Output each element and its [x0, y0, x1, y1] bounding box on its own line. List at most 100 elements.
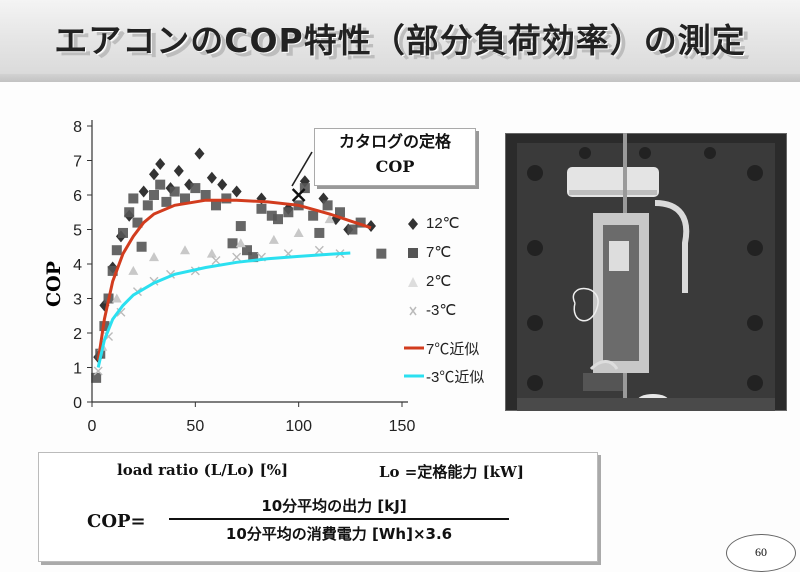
data-point-cross [93, 366, 103, 376]
y-tick-label: 5 [73, 223, 82, 240]
series-7℃ [91, 179, 387, 383]
data-point-square [256, 203, 267, 214]
y-tick-label: 8 [73, 119, 82, 136]
red-line-icon [404, 346, 424, 350]
data-point-diamond [155, 157, 166, 170]
data-point-square [355, 217, 366, 228]
formula-box: load ratio (L/Lo) [%] Lo =定格能力 [kW] COP=… [38, 452, 598, 562]
data-point-square [91, 372, 102, 383]
data-point-cross [211, 256, 221, 266]
y-axis-label: COP [43, 261, 65, 307]
data-point-square [128, 193, 139, 204]
data-point-diamond [149, 168, 159, 181]
y-tick-label: 6 [73, 188, 82, 205]
data-point-square [149, 190, 159, 200]
data-point-square [142, 200, 153, 211]
y-tick-label: 1 [73, 361, 82, 378]
data-point-square [169, 186, 180, 197]
formula-denominator: 10分平均の消費電力 [Wh]×3.6 [225, 525, 453, 543]
legend-label: 7℃近似 [426, 341, 480, 358]
series-2℃ [97, 214, 335, 351]
data-point-square [107, 265, 118, 276]
data-point-square [248, 252, 259, 263]
data-point-square [180, 193, 190, 204]
data-point-square [266, 210, 277, 221]
y-tick-label: 2 [73, 326, 82, 343]
axes [87, 120, 408, 407]
data-point-diamond [231, 185, 242, 198]
series-line--3℃近似 [96, 251, 351, 368]
data-point-diamond [206, 171, 217, 184]
data-point-square [322, 200, 333, 211]
legend-label: 12℃ [426, 215, 460, 232]
data-point-square [235, 221, 246, 232]
data-point-square [335, 207, 345, 218]
data-point-triangle [180, 245, 190, 255]
data-point-diamond [194, 147, 205, 160]
x-tick-label: 150 [389, 418, 416, 435]
cross-icon [409, 306, 417, 316]
data-point-triangle [206, 248, 217, 258]
data-point-square [221, 193, 232, 204]
y-tick-label: 3 [73, 292, 82, 309]
data-point-triangle [111, 293, 122, 303]
data-point-triangle [268, 234, 279, 244]
rated-cop-x [291, 188, 306, 202]
legend-label: -3℃ [426, 302, 457, 319]
data-point-square [136, 241, 147, 252]
load-ratio-label: load ratio (L/Lo) [%] [117, 461, 289, 479]
cop-formula-lhs: COP= [87, 511, 146, 532]
title-bar: エアコンのCOP特性（部分負荷効率）の測定 エアコンのCOP特性（部分負荷効率）… [0, 0, 800, 82]
data-point-square [161, 196, 172, 207]
y-tick-label: 7 [73, 154, 82, 171]
data-point-square [273, 214, 283, 225]
data-point-square [308, 210, 319, 221]
data-point-square [347, 224, 358, 235]
slide-title: エアコンのCOP特性（部分負荷効率）の測定 [54, 21, 746, 60]
data-point-square [283, 207, 294, 218]
data-point-square [155, 179, 166, 190]
fraction-line [169, 518, 509, 520]
diamond-icon [408, 218, 418, 230]
data-point-triangle [235, 238, 246, 248]
air-conditioner-test-room-photo [505, 133, 787, 411]
legend-label: 7℃ [426, 244, 452, 261]
data-point-square [190, 183, 201, 194]
formula-numerator: 10分平均の出力 [kJ] [261, 497, 407, 515]
triangle-icon [408, 277, 418, 287]
tick-labels: 0 1 2 3 4 5 6 7 8 0 50 100 150 [73, 119, 415, 435]
data-point-square [111, 245, 122, 256]
x-tick-label: 50 [186, 418, 204, 435]
y-tick-label: 0 [73, 395, 82, 412]
data-point-square [227, 238, 238, 249]
data-point-square [124, 207, 135, 218]
x-tick-label: 100 [285, 418, 312, 435]
callout-line2: COP [375, 157, 415, 176]
data-point-triangle [128, 265, 139, 275]
data-point-diamond [173, 164, 184, 177]
data-point-square [118, 227, 128, 238]
data-point-cross [314, 245, 324, 255]
data-point-square [314, 227, 325, 238]
data-point-square [299, 183, 310, 194]
callout-line1: カタログの定格 [338, 132, 451, 151]
data-point-diamond [217, 178, 228, 191]
catalog-callout: カタログの定格 COP [314, 128, 476, 186]
data-point-square [132, 217, 143, 228]
data-point-square [242, 245, 252, 256]
x-tick-label: 0 [88, 418, 97, 435]
series-line-7℃近似 [96, 198, 372, 361]
data-point-triangle [324, 214, 335, 224]
page-number: 60 [726, 534, 796, 572]
data-point-cross [232, 252, 242, 262]
data-point-square [211, 200, 221, 211]
data-point-triangle [293, 227, 304, 237]
legend-label: -3℃近似 [426, 369, 485, 386]
square-icon [408, 248, 418, 258]
data-point-diamond [138, 185, 149, 198]
data-point-diamond [366, 220, 376, 233]
cyan-line-icon [404, 374, 424, 378]
title-shadow: エアコンのCOP特性（部分負荷効率）の測定 [59, 25, 751, 64]
data-point-square [200, 190, 211, 200]
lo-definition: Lo =定格能力 [kW] [379, 463, 524, 481]
